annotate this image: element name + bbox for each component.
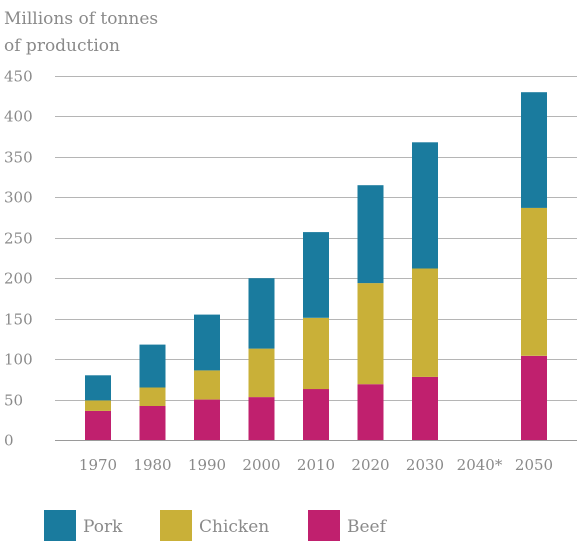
legend: Pork Chicken Beef bbox=[44, 510, 388, 541]
legend-label-beef: Beef bbox=[347, 517, 388, 537]
legend-swatch-chicken bbox=[160, 510, 192, 541]
x-axis-ticks: 1970 1980 1990 2000 2010 2020 2030 2040* 2050 bbox=[79, 456, 553, 474]
bar-pork-1990 bbox=[194, 314, 220, 371]
y-axis-title-line-1: Millions of tonnes bbox=[4, 9, 159, 29]
y-tick-label-450: 450 bbox=[4, 68, 33, 86]
y-axis-title: Millions of tonnes of production bbox=[4, 6, 224, 60]
bar-pork-1970 bbox=[85, 375, 111, 401]
legend-label-chicken: Chicken bbox=[199, 517, 269, 537]
bar-beef-2000 bbox=[248, 397, 275, 440]
x-tick-label-2040: 2040* bbox=[457, 456, 503, 474]
bar-chicken-2000 bbox=[248, 348, 275, 398]
bar-chicken-2010 bbox=[303, 317, 329, 390]
x-tick-label-1970: 1970 bbox=[79, 456, 117, 474]
bar-chicken-1990 bbox=[194, 370, 220, 400]
legend-swatch-beef bbox=[308, 510, 340, 541]
x-tick-label-2020: 2020 bbox=[351, 456, 389, 474]
bar-chicken-2050 bbox=[521, 207, 547, 356]
y-tick-label-350: 350 bbox=[4, 149, 33, 167]
y-tick-label-0: 0 bbox=[4, 432, 14, 450]
bar-chicken-2020 bbox=[357, 283, 384, 385]
bar-beef-2010 bbox=[303, 389, 329, 440]
bar-pork-2030 bbox=[412, 142, 438, 269]
x-tick-label-2010: 2010 bbox=[297, 456, 335, 474]
legend-item-chicken: Chicken bbox=[160, 510, 269, 541]
bar-beef-1990 bbox=[194, 399, 220, 440]
bar-beef-1970 bbox=[85, 410, 111, 440]
y-tick-label-50: 50 bbox=[4, 392, 23, 410]
bar-pork-2020 bbox=[357, 185, 384, 284]
bar-chicken-2030 bbox=[412, 268, 438, 377]
bar-pork-2050 bbox=[521, 92, 547, 208]
x-tick-label-2000: 2000 bbox=[242, 456, 280, 474]
y-tick-label-150: 150 bbox=[4, 311, 33, 329]
y-axis-title-line-2: of production bbox=[4, 36, 120, 56]
legend-swatch-pork bbox=[44, 510, 76, 541]
bar-beef-2030 bbox=[412, 376, 438, 440]
bar-beef-1980 bbox=[139, 406, 166, 440]
y-tick-label-200: 200 bbox=[4, 270, 33, 288]
bar-chicken-1970 bbox=[85, 400, 111, 411]
y-tick-label-400: 400 bbox=[4, 108, 33, 126]
x-tick-label-1980: 1980 bbox=[133, 456, 171, 474]
x-tick-label-2050: 2050 bbox=[515, 456, 553, 474]
legend-label-pork: Pork bbox=[83, 517, 123, 537]
y-tick-label-300: 300 bbox=[4, 189, 33, 207]
x-tick-label-1990: 1990 bbox=[188, 456, 226, 474]
bar-beef-2050 bbox=[521, 355, 547, 440]
x-tick-label-2030: 2030 bbox=[406, 456, 444, 474]
legend-item-beef: Beef bbox=[308, 510, 388, 541]
bar-chicken-1980 bbox=[139, 387, 166, 406]
y-tick-label-250: 250 bbox=[4, 230, 33, 248]
legend-item-pork: Pork bbox=[44, 510, 123, 541]
bar-pork-1980 bbox=[139, 344, 166, 388]
bars bbox=[85, 92, 547, 440]
bar-pork-2010 bbox=[303, 232, 329, 318]
bar-beef-2020 bbox=[357, 384, 384, 440]
y-tick-label-100: 100 bbox=[4, 351, 33, 369]
y-axis-ticks: 0 50 100 150 200 250 300 350 400 450 bbox=[4, 68, 33, 450]
bar-pork-2000 bbox=[248, 278, 275, 349]
